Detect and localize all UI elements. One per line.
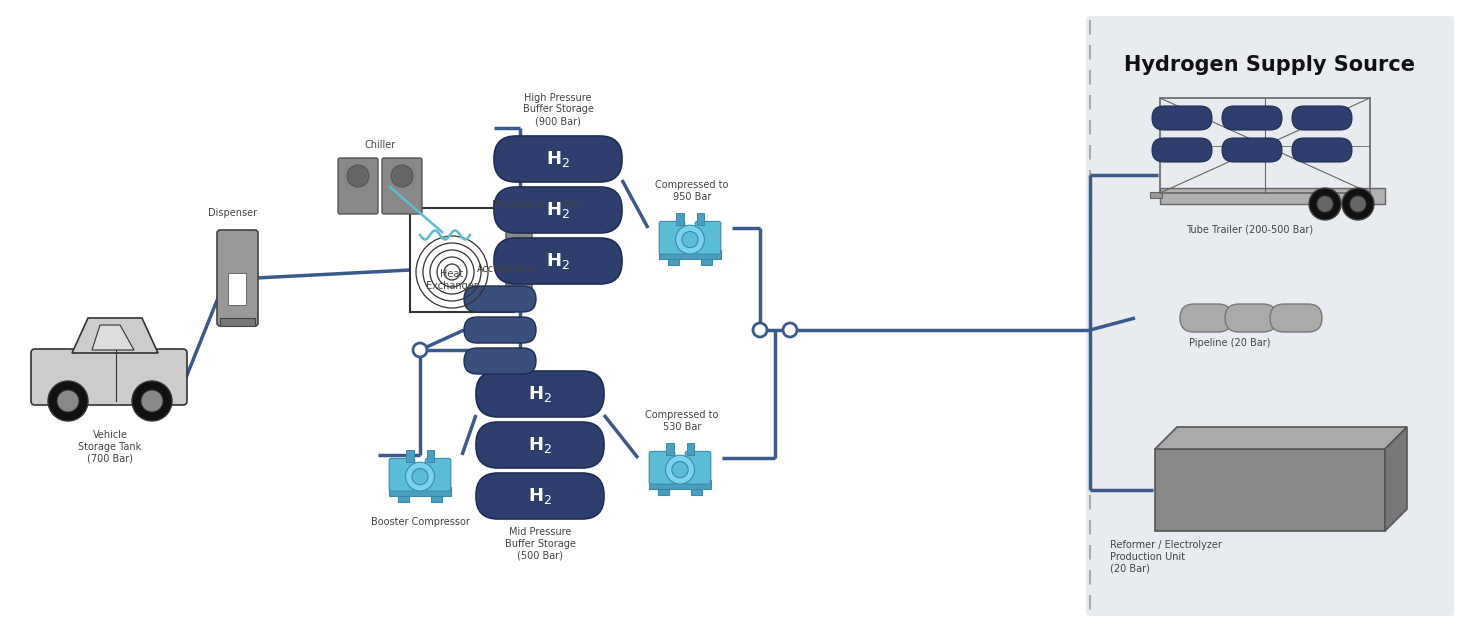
Text: Chiller: Chiller (364, 140, 395, 150)
FancyBboxPatch shape (464, 317, 537, 343)
Circle shape (783, 323, 797, 337)
FancyBboxPatch shape (494, 136, 622, 182)
Text: H$_2$: H$_2$ (528, 486, 551, 506)
FancyBboxPatch shape (1222, 106, 1282, 130)
Bar (1160, 98, 1369, 193)
FancyBboxPatch shape (506, 224, 532, 296)
Text: Tube Trailer (200-500 Bar): Tube Trailer (200-500 Bar) (1187, 225, 1313, 235)
FancyBboxPatch shape (696, 221, 721, 254)
Circle shape (405, 462, 435, 491)
FancyBboxPatch shape (1181, 304, 1232, 332)
FancyBboxPatch shape (476, 422, 604, 468)
Text: Pre-Cooled to -40C: Pre-Cooled to -40C (492, 200, 584, 210)
Bar (687, 442, 694, 455)
FancyBboxPatch shape (1293, 106, 1352, 130)
FancyBboxPatch shape (494, 187, 622, 233)
Bar (389, 487, 451, 495)
Circle shape (1341, 188, 1374, 220)
Circle shape (49, 381, 88, 421)
FancyBboxPatch shape (1222, 138, 1282, 162)
Bar (398, 495, 410, 502)
Text: Vehicle
Storage Tank
(700 Bar): Vehicle Storage Tank (700 Bar) (78, 430, 142, 463)
FancyBboxPatch shape (494, 238, 622, 284)
Text: Compressed to
950 Bar: Compressed to 950 Bar (656, 180, 728, 202)
Bar (691, 489, 702, 495)
Text: High Pressure
Buffer Storage
(900 Bar): High Pressure Buffer Storage (900 Bar) (523, 93, 594, 126)
Text: Compressed to
530 Bar: Compressed to 530 Bar (646, 410, 719, 432)
Circle shape (411, 468, 427, 485)
Bar (1160, 188, 1386, 204)
Circle shape (57, 390, 80, 412)
Bar (700, 258, 712, 265)
Text: Booster Compressor: Booster Compressor (370, 517, 469, 527)
Text: Reformer / Electrolyzer
Production Unit
(20 Bar): Reformer / Electrolyzer Production Unit … (1110, 540, 1222, 573)
Circle shape (142, 390, 164, 412)
Polygon shape (91, 325, 134, 350)
FancyBboxPatch shape (685, 451, 710, 484)
Circle shape (682, 231, 699, 248)
FancyBboxPatch shape (1271, 304, 1322, 332)
FancyBboxPatch shape (464, 286, 537, 312)
Text: H$_2$: H$_2$ (528, 435, 551, 455)
FancyBboxPatch shape (382, 158, 422, 214)
Text: Heat
Exchanger: Heat Exchanger (426, 269, 478, 291)
FancyBboxPatch shape (476, 473, 604, 519)
Circle shape (1309, 188, 1341, 220)
Bar (677, 212, 684, 225)
Text: Accumulator: Accumulator (478, 264, 539, 274)
Circle shape (413, 343, 427, 357)
Circle shape (753, 323, 766, 337)
FancyBboxPatch shape (1153, 138, 1212, 162)
Circle shape (133, 381, 172, 421)
FancyBboxPatch shape (389, 458, 414, 491)
FancyBboxPatch shape (649, 451, 675, 484)
FancyBboxPatch shape (425, 458, 451, 491)
FancyBboxPatch shape (217, 230, 258, 326)
Bar (659, 250, 721, 258)
Bar (1156, 449, 1386, 531)
Text: H$_2$: H$_2$ (545, 200, 570, 220)
Circle shape (672, 461, 688, 478)
Bar (228, 273, 246, 305)
FancyBboxPatch shape (1225, 304, 1276, 332)
Circle shape (1316, 196, 1332, 212)
Text: H$_2$: H$_2$ (545, 149, 570, 169)
Text: H$_2$: H$_2$ (528, 384, 551, 404)
Text: Hydrogen Supply Source: Hydrogen Supply Source (1125, 55, 1415, 75)
Bar (427, 449, 435, 462)
Bar (1150, 192, 1162, 198)
Polygon shape (1386, 427, 1408, 531)
Circle shape (1350, 196, 1366, 212)
Polygon shape (72, 318, 158, 353)
Text: Mid Pressure
Buffer Storage
(500 Bar): Mid Pressure Buffer Storage (500 Bar) (504, 527, 575, 560)
Circle shape (675, 225, 705, 254)
Text: Pipeline (20 Bar): Pipeline (20 Bar) (1190, 338, 1271, 348)
FancyBboxPatch shape (1153, 106, 1212, 130)
Bar (668, 258, 680, 265)
Bar (666, 442, 674, 455)
FancyBboxPatch shape (31, 349, 187, 405)
Bar (659, 489, 669, 495)
Circle shape (346, 165, 368, 187)
Bar (407, 449, 414, 462)
Polygon shape (1156, 427, 1408, 449)
Text: Dispenser: Dispenser (208, 208, 258, 218)
FancyBboxPatch shape (659, 221, 685, 254)
Bar (650, 480, 710, 489)
Bar (430, 495, 442, 502)
Bar (220, 318, 255, 326)
Circle shape (666, 455, 694, 484)
FancyBboxPatch shape (338, 158, 377, 214)
FancyBboxPatch shape (1293, 138, 1352, 162)
Bar (410, 208, 514, 312)
FancyBboxPatch shape (476, 371, 604, 417)
FancyBboxPatch shape (464, 348, 537, 374)
Bar (697, 212, 705, 225)
Text: H$_2$: H$_2$ (545, 251, 570, 271)
FancyBboxPatch shape (1086, 16, 1453, 616)
Circle shape (391, 165, 413, 187)
